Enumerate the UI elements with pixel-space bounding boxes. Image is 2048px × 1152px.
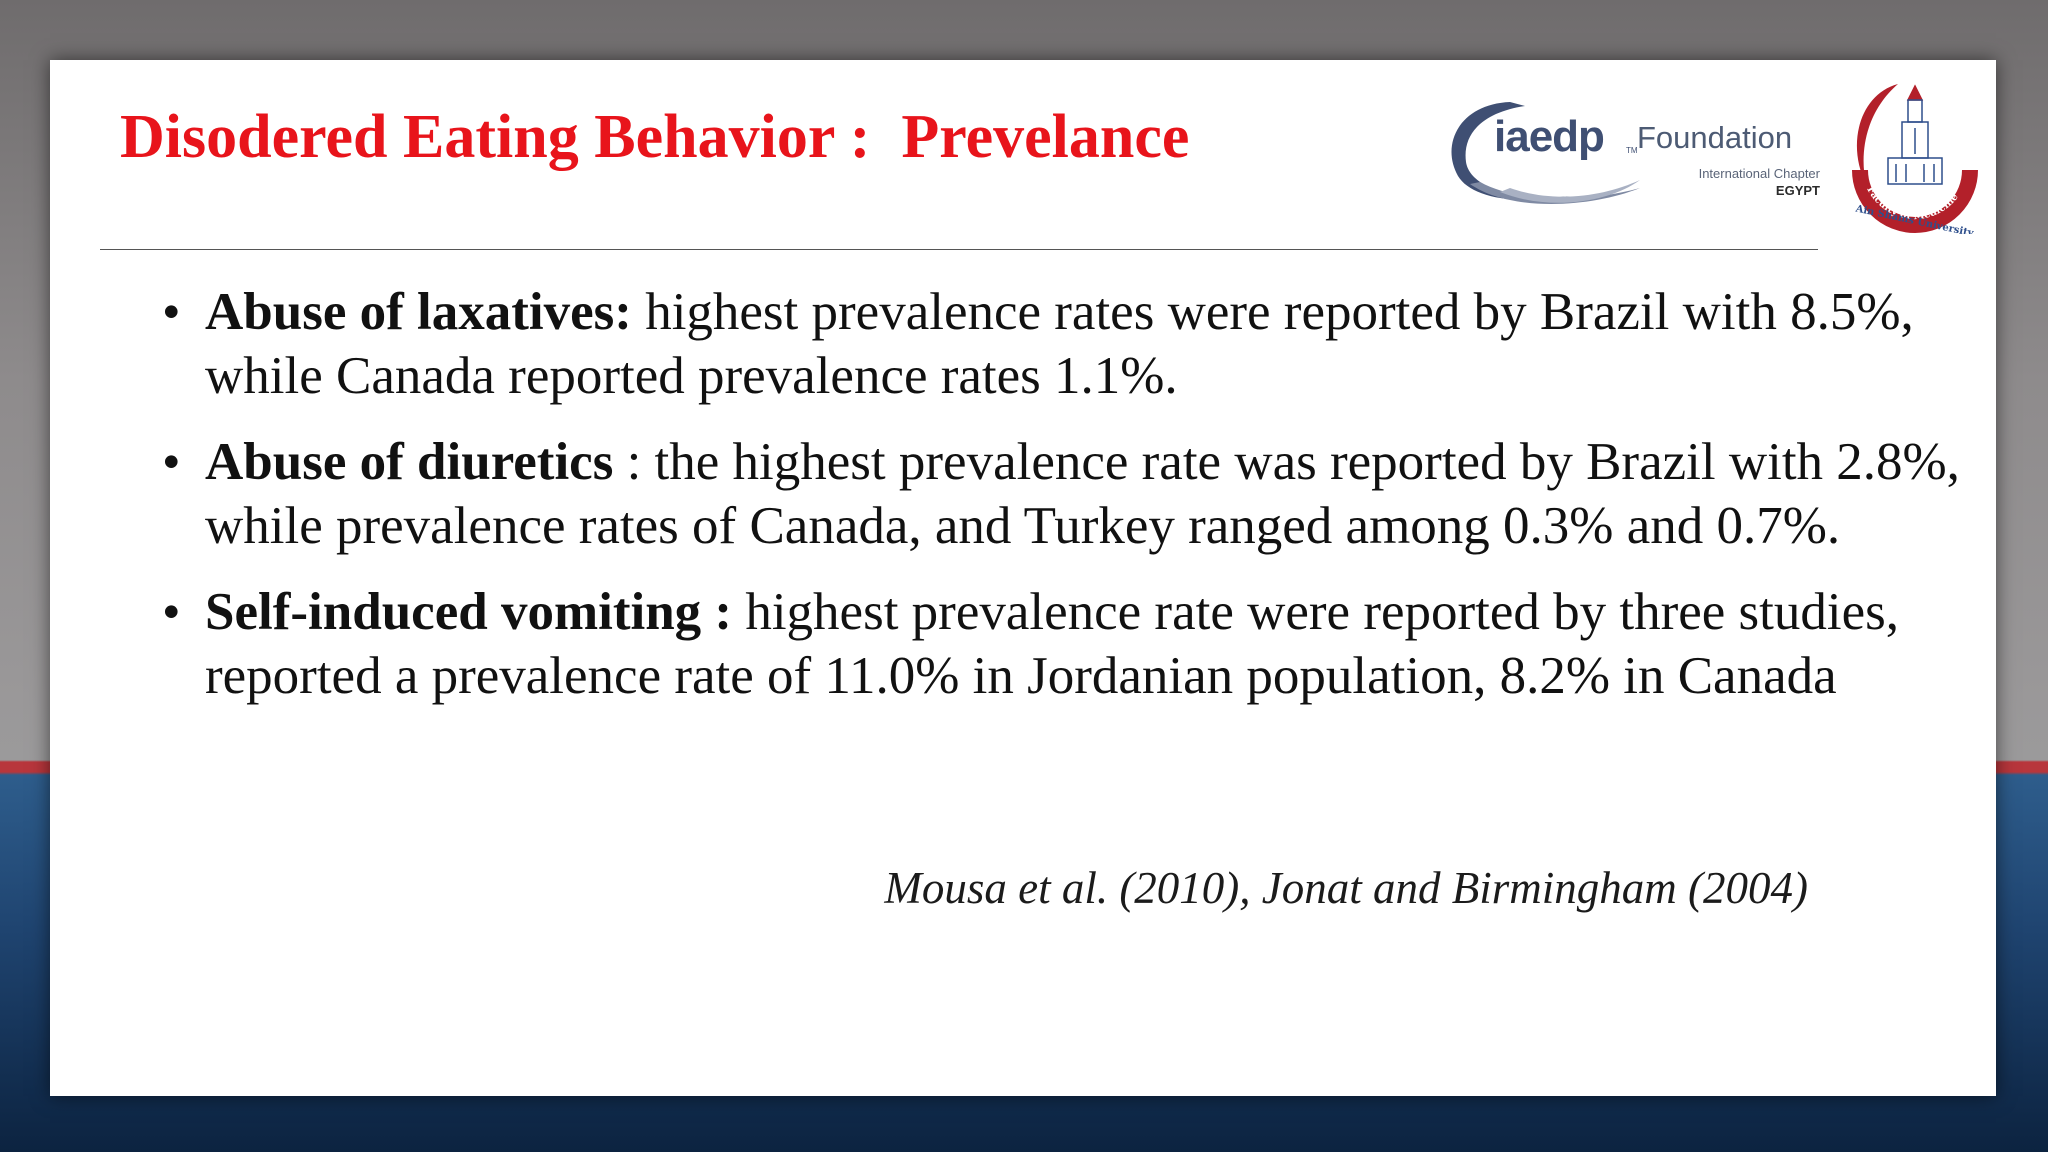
bullet-text: highest prevalence rate were reported by… [205,583,1900,705]
tower-icon [1887,84,1943,185]
bullet-text: : the highest prevalence rate was report… [205,433,1960,555]
bullet-item-laxatives: • Abuse of laxatives: highest prevalence … [110,280,1970,408]
iaedp-country-text: EGYPT [1775,183,1820,198]
bullet-item-diuretics: • Abuse of diuretics : the highest preval… [110,430,1970,558]
iaedp-foundation-logo: iaedp TM Foundation International Chapte… [1440,84,1820,214]
title-divider [100,249,1818,250]
crescent-icon [1856,84,1898,184]
bullet-heading: Self-induced vomiting : [205,583,733,641]
bullet-icon: • [162,283,181,341]
bullet-text: highest prevalence rates were reported b… [205,283,1914,405]
iaedp-wordmark: iaedp [1494,112,1605,161]
ain-shams-university-logo: Faculty of Medicine Ain Shams University [1852,84,1978,234]
iaedp-swoosh-icon [1451,102,1640,204]
citation: Mousa et al. (2010), Jonat and Birmingha… [884,863,1808,913]
iaedp-trademark: TM [1626,146,1638,155]
bullet-heading: Abuse of laxatives: [205,283,632,341]
bullet-icon: • [162,433,181,491]
iaedp-foundation-text: Foundation [1637,120,1793,155]
slide-title: Disodered Eating Behavior : Prevelance [120,103,1190,171]
iaedp-chapter-text: International Chapter [1698,166,1820,181]
slide: Disodered Eating Behavior : Prevelance i… [50,60,1996,1096]
bullet-icon: • [162,583,181,641]
bullet-list: • Abuse of laxatives: highest prevalence … [110,280,1970,730]
bullet-item-vomiting: • Self-induced vomiting : highest preval… [110,580,1970,708]
bullet-heading: Abuse of diuretics [205,433,614,491]
